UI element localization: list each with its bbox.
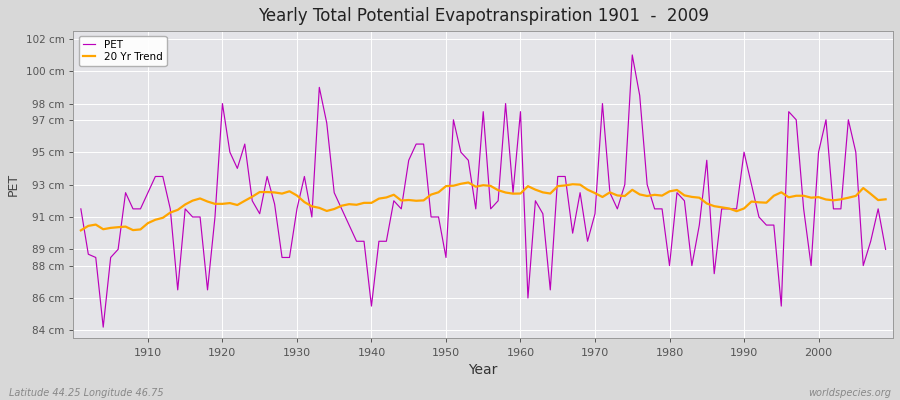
Line: 20 Yr Trend: 20 Yr Trend xyxy=(81,182,886,230)
20 Yr Trend xyxy=(135,227,146,232)
20 Yr Trend xyxy=(463,180,473,185)
20 Yr Trend xyxy=(612,193,623,198)
Y-axis label: PET: PET xyxy=(7,173,20,196)
20 Yr Trend xyxy=(515,191,526,196)
PET xyxy=(98,325,109,330)
PET xyxy=(523,296,534,300)
PET xyxy=(880,247,891,252)
PET xyxy=(306,214,317,219)
PET xyxy=(76,206,86,211)
20 Yr Trend xyxy=(299,200,310,204)
20 Yr Trend xyxy=(76,228,86,233)
PET xyxy=(351,239,362,244)
PET xyxy=(612,206,623,211)
20 Yr Trend xyxy=(523,184,534,188)
Text: worldspecies.org: worldspecies.org xyxy=(808,388,891,398)
Legend: PET, 20 Yr Trend: PET, 20 Yr Trend xyxy=(78,36,166,66)
PET xyxy=(627,52,638,57)
20 Yr Trend xyxy=(880,197,891,202)
PET xyxy=(142,190,153,195)
Line: PET: PET xyxy=(81,55,886,327)
Title: Yearly Total Potential Evapotranspiration 1901  -  2009: Yearly Total Potential Evapotranspiratio… xyxy=(257,7,708,25)
Text: Latitude 44.25 Longitude 46.75: Latitude 44.25 Longitude 46.75 xyxy=(9,388,164,398)
PET xyxy=(515,109,526,114)
X-axis label: Year: Year xyxy=(469,363,498,377)
20 Yr Trend xyxy=(344,202,355,206)
